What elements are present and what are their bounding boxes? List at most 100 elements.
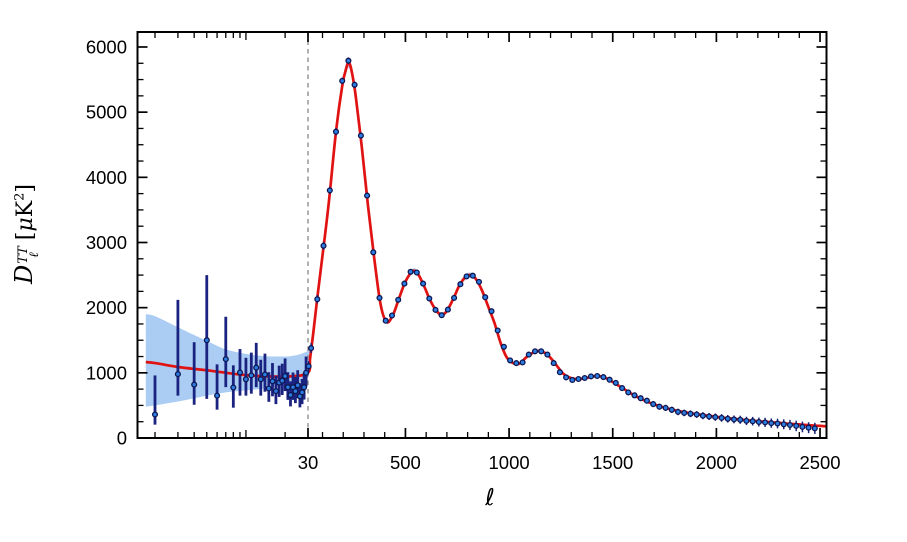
data-point (299, 389, 306, 396)
data-point (693, 411, 700, 418)
y-tick-label: 5000 (86, 102, 127, 123)
data-point (438, 312, 445, 319)
y-tick-label: 2000 (86, 297, 127, 318)
data-point (282, 373, 289, 380)
data-point (305, 363, 312, 370)
data-point (303, 369, 310, 376)
data-point (737, 416, 744, 423)
data-point (786, 421, 794, 429)
data-point (413, 269, 420, 276)
data-point (279, 377, 286, 384)
data-point (203, 337, 210, 344)
data-point (768, 420, 775, 427)
data-point (811, 425, 818, 432)
x-tick-label: 1000 (489, 452, 530, 473)
data-point (556, 369, 563, 376)
data-point (668, 406, 675, 413)
data-point (191, 381, 198, 388)
data-point (730, 416, 738, 423)
data-point (265, 385, 272, 392)
data-point (364, 192, 371, 199)
data-point (513, 360, 520, 367)
data-point (407, 268, 414, 275)
y-tick-label: 4000 (86, 167, 127, 188)
data-point (612, 379, 619, 386)
x-tick-label: 30 (298, 452, 319, 473)
data-point (550, 360, 557, 367)
data-point (625, 389, 632, 396)
data-point (519, 359, 526, 366)
data-point (370, 249, 377, 256)
data-point (376, 294, 383, 301)
data-point (457, 281, 464, 288)
data-point (674, 408, 682, 415)
x-tick-label: 500 (390, 452, 421, 473)
data-point (619, 385, 626, 392)
data-point (650, 401, 657, 408)
data-point (724, 415, 731, 422)
data-point (762, 419, 769, 426)
data-point (292, 388, 299, 395)
x-tick-label: 2500 (799, 452, 840, 473)
data-point (308, 345, 315, 352)
data-point (587, 373, 595, 380)
data-point (261, 371, 268, 378)
data-point (743, 417, 750, 424)
data-point (320, 242, 327, 249)
data-point (222, 356, 229, 363)
data-point (284, 384, 291, 391)
data-point (451, 294, 458, 301)
x-axis-label: ℓ (485, 485, 495, 511)
data-point (382, 317, 389, 324)
y-tick-label: 3000 (86, 232, 127, 253)
data-point (525, 351, 532, 358)
data-point (687, 410, 694, 417)
data-point (600, 374, 607, 381)
data-point (269, 378, 276, 385)
data-point (326, 187, 333, 194)
data-point (494, 327, 501, 334)
data-point (488, 308, 495, 315)
data-point (444, 306, 451, 313)
data-point (475, 278, 483, 285)
data-point (301, 384, 308, 391)
data-point (594, 372, 601, 380)
data-point (780, 421, 787, 428)
data-point (712, 414, 719, 421)
data-point (662, 404, 669, 411)
data-point (357, 132, 364, 139)
cosmic-variance-band (145, 57, 827, 428)
data-point (257, 376, 264, 383)
data-point (774, 420, 781, 427)
data-point (272, 388, 279, 395)
data-point (563, 374, 570, 381)
data-point (631, 392, 638, 399)
data-point (469, 272, 476, 279)
data-point (531, 348, 539, 355)
data-point (805, 424, 812, 431)
y-tick-label: 0 (117, 428, 127, 449)
data-point (569, 376, 576, 384)
data-point (395, 296, 402, 303)
data-point (151, 411, 159, 418)
data-point (482, 294, 489, 301)
data-point (538, 348, 545, 355)
data-point (248, 372, 255, 379)
data-point (755, 418, 762, 426)
data-point (637, 395, 644, 402)
data-point (242, 376, 249, 383)
data-point (432, 306, 439, 313)
data-point (426, 295, 433, 302)
data-point (643, 397, 650, 404)
x-tick-label: 2000 (696, 452, 737, 473)
data-point (681, 409, 688, 416)
data-point (351, 81, 358, 88)
data-point (749, 418, 756, 425)
data-point (420, 280, 427, 287)
data-point (287, 391, 294, 399)
y-tick-label: 1000 (86, 362, 127, 383)
plot-border (136, 31, 828, 439)
data-point (500, 343, 507, 350)
data-point (699, 412, 706, 419)
data-point (544, 351, 551, 358)
